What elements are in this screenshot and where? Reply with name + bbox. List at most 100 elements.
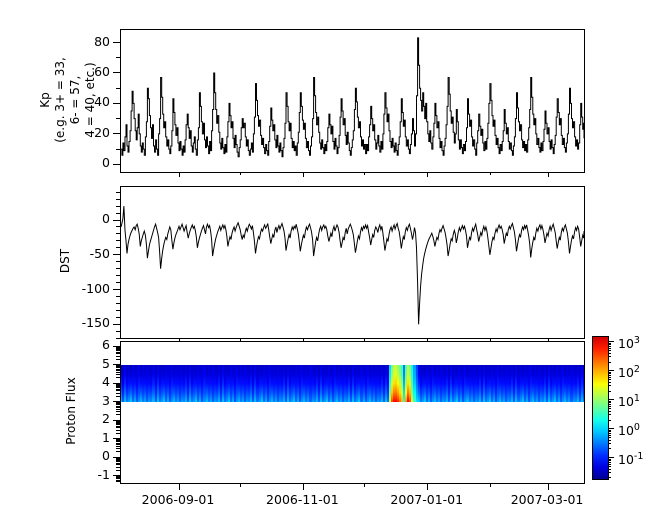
axis-tick xyxy=(116,316,120,318)
spectrogram-column xyxy=(191,364,194,402)
proton-flux-spectrogram-ytick-label: 2 xyxy=(102,411,110,427)
spectrogram-column xyxy=(548,364,551,402)
axis-tick xyxy=(608,436,611,438)
axis-tick xyxy=(113,419,120,421)
axis-tick xyxy=(608,361,611,363)
axis-tick xyxy=(116,348,120,350)
spectrogram-column xyxy=(134,364,137,402)
spectrogram-column xyxy=(174,364,178,402)
proton-flux-spectrogram-panel xyxy=(113,341,585,490)
axis-tick xyxy=(116,478,120,480)
axis-tick xyxy=(427,483,429,490)
spectrogram-column xyxy=(354,364,357,402)
axis-tick xyxy=(116,212,120,214)
spectrogram-column xyxy=(282,364,286,402)
spectrogram-column xyxy=(205,364,208,402)
axis-tick xyxy=(116,353,120,355)
spectrogram-column xyxy=(333,364,337,402)
axis-tick xyxy=(113,382,120,384)
spectrogram-band xyxy=(121,364,584,402)
spectrogram-column xyxy=(484,364,488,402)
spectrogram-column xyxy=(189,364,192,402)
spectrogram-column xyxy=(276,364,280,402)
axis-tick xyxy=(116,479,120,481)
spectrogram-column xyxy=(391,364,394,402)
axis-tick xyxy=(547,172,549,177)
spectrogram-column xyxy=(415,364,418,402)
spectrogram-column xyxy=(393,364,396,402)
spectrogram-column xyxy=(490,364,494,402)
spectrogram-column xyxy=(262,364,266,402)
spectrogram-column xyxy=(362,364,365,402)
spectrogram-column xyxy=(476,364,480,402)
spectrogram-column xyxy=(154,364,157,402)
spectrogram-column xyxy=(313,364,316,402)
axis-tick xyxy=(116,445,120,447)
spectrogram-column xyxy=(495,364,498,402)
axis-tick xyxy=(116,395,120,397)
axis-tick xyxy=(116,118,120,120)
spectrogram-column xyxy=(582,364,584,402)
axis-tick xyxy=(116,421,120,423)
spectrogram-column xyxy=(123,364,127,402)
axis-tick xyxy=(116,461,120,463)
spectrogram-column xyxy=(464,364,467,402)
spectrogram-column xyxy=(193,364,196,402)
x-axis-tick-label: 2007-01-01 xyxy=(390,492,464,507)
spectrogram-column xyxy=(260,364,263,402)
axis-tick xyxy=(116,411,120,413)
dst-index-ytick-label: -150 xyxy=(81,315,110,331)
spectrogram-column xyxy=(580,364,584,402)
spectrogram-column xyxy=(250,364,253,402)
axis-tick xyxy=(116,442,120,444)
spectrogram-column xyxy=(176,364,180,402)
axis-tick xyxy=(608,347,611,349)
axis-tick xyxy=(116,440,120,442)
spectrogram-column xyxy=(317,364,321,402)
spectrogram-column xyxy=(293,364,296,402)
axis-tick xyxy=(116,346,120,348)
proton-flux-spectrogram-ytick-label: -1 xyxy=(97,466,110,482)
spectrogram-column xyxy=(462,364,465,402)
colorbar xyxy=(592,336,609,480)
axis-tick xyxy=(116,282,120,284)
axis-tick xyxy=(608,414,611,416)
spectrogram-column xyxy=(136,364,139,402)
spectrogram-column xyxy=(374,364,378,402)
axis-tick xyxy=(608,448,611,450)
axis-tick xyxy=(116,57,120,59)
spectrogram-column xyxy=(219,364,223,402)
spectrogram-column xyxy=(417,364,420,402)
axis-tick xyxy=(116,191,120,193)
spectrogram-column xyxy=(499,364,502,402)
axis-tick xyxy=(116,451,120,453)
axis-tick xyxy=(608,477,611,479)
spectrogram-column xyxy=(203,364,206,402)
axis-tick xyxy=(608,385,611,387)
spectrogram-column xyxy=(201,364,204,402)
spectrogram-column xyxy=(515,364,518,402)
axis-tick xyxy=(608,344,611,346)
spectrogram-column xyxy=(564,364,567,402)
axis-tick xyxy=(490,172,492,175)
axis-tick xyxy=(608,410,611,412)
spectrogram-column xyxy=(382,364,386,402)
dst-index-series xyxy=(120,206,585,325)
spectrogram-column xyxy=(466,364,469,402)
axis-tick xyxy=(116,441,120,443)
spectrogram-column xyxy=(444,364,447,402)
axis-tick xyxy=(116,226,120,228)
spectrogram-column xyxy=(307,364,310,402)
spectrogram-column xyxy=(234,364,237,402)
spectrogram-column xyxy=(346,364,349,402)
axis-tick xyxy=(302,172,304,177)
spectrogram-column xyxy=(497,364,500,402)
spectrogram-column xyxy=(460,364,463,402)
spectrogram-column xyxy=(187,364,190,402)
spectrogram-column xyxy=(454,364,457,402)
spectrogram-column xyxy=(482,364,486,402)
axis-tick xyxy=(116,390,120,392)
spectrogram-column xyxy=(468,364,471,402)
spectrogram-column xyxy=(411,364,414,402)
